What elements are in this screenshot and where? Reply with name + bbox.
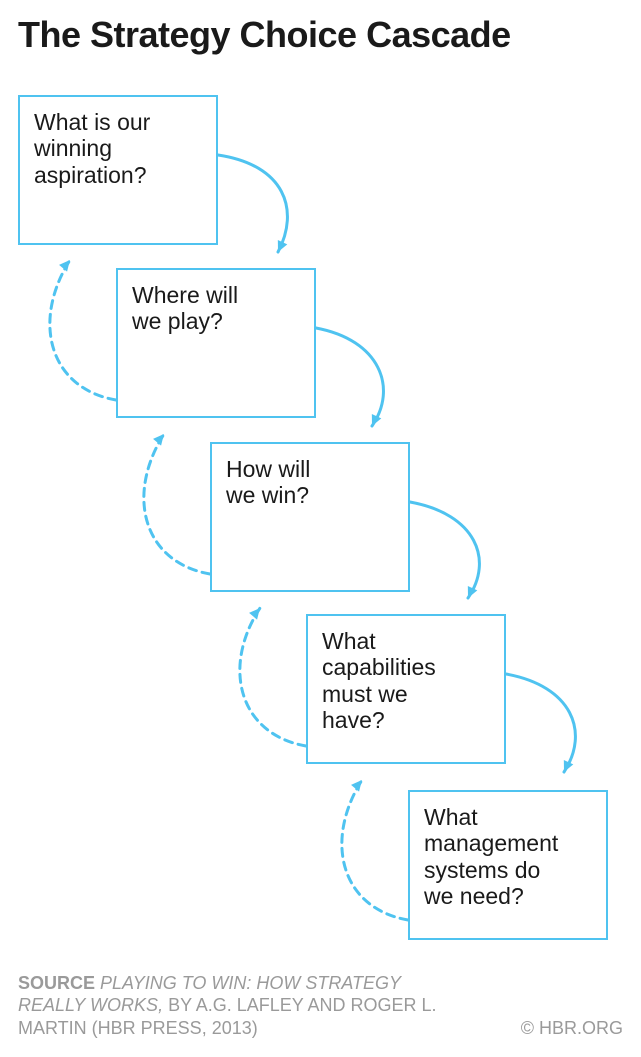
copyright: © HBR.ORG [521,1018,623,1039]
cascade-box-aspiration: What is ourwinningaspiration? [18,95,218,245]
box-label: What is ourwinningaspiration? [34,109,150,188]
source-citation: SOURCE PLAYING TO WIN: HOW STRATEGY REAL… [18,972,448,1040]
box-label: How willwe win? [226,456,310,508]
page-title: The Strategy Choice Cascade [18,14,511,56]
source-label: SOURCE [18,973,95,993]
box-label: Where willwe play? [132,282,238,334]
cascade-box-systems: Whatmanagementsystems dowe need? [408,790,608,940]
box-label: Whatcapabilitiesmust wehave? [322,628,436,733]
cascade-box-capabilities: Whatcapabilitiesmust wehave? [306,614,506,764]
cascade-box-how: How willwe win? [210,442,410,592]
box-label: Whatmanagementsystems dowe need? [424,804,558,909]
cascade-box-where: Where willwe play? [116,268,316,418]
